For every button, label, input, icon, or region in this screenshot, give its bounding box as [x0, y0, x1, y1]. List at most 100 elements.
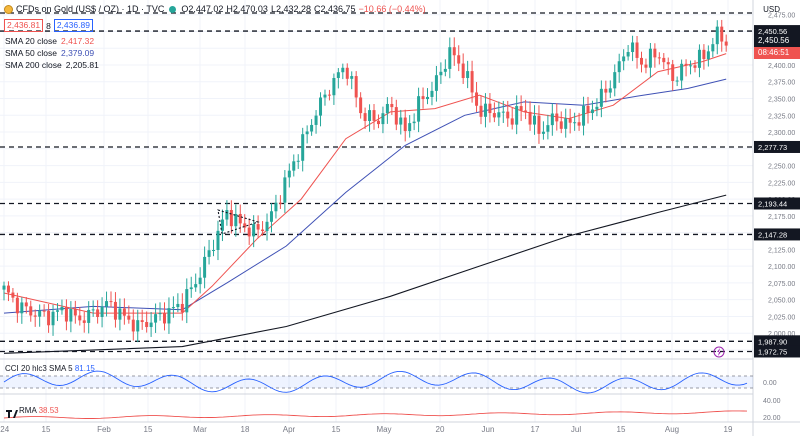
candle-body	[136, 320, 140, 332]
rma-line	[3, 410, 748, 419]
candle-body	[412, 121, 416, 124]
candle-body	[359, 97, 363, 114]
candle-body	[341, 67, 345, 73]
ohlc-low: L2,432.28	[270, 4, 311, 14]
y-tick-label: 2,350.00	[768, 97, 795, 104]
candle-body	[189, 287, 193, 290]
candle-body	[385, 103, 389, 114]
level-label-bg	[754, 25, 800, 38]
candle-body	[680, 63, 684, 81]
level-label-bg	[754, 228, 800, 241]
x-tick-label: Jun	[482, 425, 495, 434]
candle-body	[171, 307, 175, 309]
candle-body	[483, 103, 487, 117]
candle-body	[582, 105, 586, 126]
candle-body	[283, 177, 287, 203]
candle-body	[639, 57, 643, 65]
candle-body	[497, 112, 501, 118]
candle-body	[20, 302, 24, 314]
candle-body	[421, 96, 425, 100]
candle-body	[720, 26, 724, 42]
level-label: 1,972.75	[758, 347, 787, 356]
candle-body	[706, 51, 710, 60]
sma200-legend[interactable]: SMA 200 close 2,205.81	[5, 60, 99, 70]
candle-body	[234, 213, 238, 227]
candle-body	[475, 92, 479, 106]
candle-body	[167, 308, 171, 324]
x-tick-label: 15	[332, 425, 341, 434]
candle-body	[243, 223, 247, 228]
chart-header: CFDs on Gold (US$ / OZ) · 1D · TVC O2,44…	[4, 4, 426, 14]
rma-legend[interactable]: RMA 38.53	[19, 406, 59, 415]
candle-body	[327, 94, 331, 96]
candle-body	[519, 106, 523, 111]
candle-body	[33, 315, 37, 317]
y-tick-label: 2,125.00	[768, 247, 795, 254]
cci-legend[interactable]: CCI 20 hlc3 SMA 5 81.15	[5, 364, 95, 373]
candle-body	[55, 310, 59, 312]
candle-body	[613, 72, 617, 89]
x-tick-label: Feb	[97, 425, 111, 434]
sma50-label: SMA 50 close	[5, 48, 57, 58]
currency-label[interactable]: USD	[763, 5, 780, 14]
candle-body	[323, 94, 327, 98]
candle-body	[154, 314, 158, 323]
candle-body	[336, 72, 340, 78]
candle-body	[332, 77, 336, 96]
candle-body	[2, 285, 6, 290]
candle-body	[158, 313, 162, 315]
candle-body	[127, 315, 131, 320]
candle-body	[82, 320, 86, 323]
x-tick-label: 15	[42, 425, 51, 434]
level-label-bg	[754, 335, 800, 348]
y-tick-label: 2,300.00	[768, 130, 795, 137]
candle-body	[42, 310, 46, 312]
candle-body	[635, 42, 639, 58]
buy-price-button[interactable]: 2,436.89	[53, 19, 93, 32]
sma20-legend[interactable]: SMA 20 close 2,417.32	[5, 36, 94, 46]
x-tick-label: 19	[724, 425, 733, 434]
candle-body	[296, 160, 300, 162]
candle-body	[287, 170, 291, 178]
candle-body	[626, 52, 630, 57]
candle-body	[443, 68, 447, 72]
x-tick-label: 17	[531, 425, 540, 434]
rma-label: RMA	[19, 406, 37, 415]
candle-body	[403, 117, 407, 132]
candle-body	[394, 107, 398, 125]
candle-body	[118, 308, 122, 320]
candle-body	[697, 49, 701, 68]
level-label-bg	[754, 197, 800, 210]
candle-body	[657, 57, 661, 59]
y-tick-label: 2,400.00	[768, 63, 795, 70]
candle-body	[430, 90, 434, 97]
candle-body	[470, 71, 474, 93]
candle-body	[590, 109, 594, 114]
candle-body	[479, 105, 483, 117]
rma-tick-label: 20.00	[763, 415, 781, 422]
candle-body	[256, 224, 260, 230]
candle-body	[350, 76, 354, 79]
sma50-legend[interactable]: SMA 50 close 2,379.09	[5, 48, 94, 58]
candle-body	[684, 63, 688, 66]
candle-body	[452, 47, 456, 56]
candle-body	[550, 113, 554, 126]
candle-body	[78, 315, 82, 321]
cci-tick-label: 0.00	[763, 380, 777, 387]
candle-body	[515, 106, 519, 125]
symbol-title[interactable]: CFDs on Gold (US$ / OZ) · 1D · TVC	[16, 4, 165, 14]
y-tick-label: 2,000.00	[768, 331, 795, 338]
y-tick-label: 2,475.00	[768, 13, 795, 20]
candle-body	[301, 134, 305, 161]
candle-body	[60, 307, 64, 311]
candle-body	[662, 57, 666, 63]
cci-label: CCI 20 hlc3 SMA 5	[5, 364, 73, 373]
candle-body	[310, 124, 314, 132]
candle-body	[492, 113, 496, 118]
sell-price-button[interactable]: 2,436.81	[4, 19, 44, 32]
spread-value: 8	[46, 20, 51, 31]
candle-body	[689, 65, 693, 67]
candle-body	[265, 221, 269, 232]
x-tick-label: Aug	[665, 425, 679, 434]
